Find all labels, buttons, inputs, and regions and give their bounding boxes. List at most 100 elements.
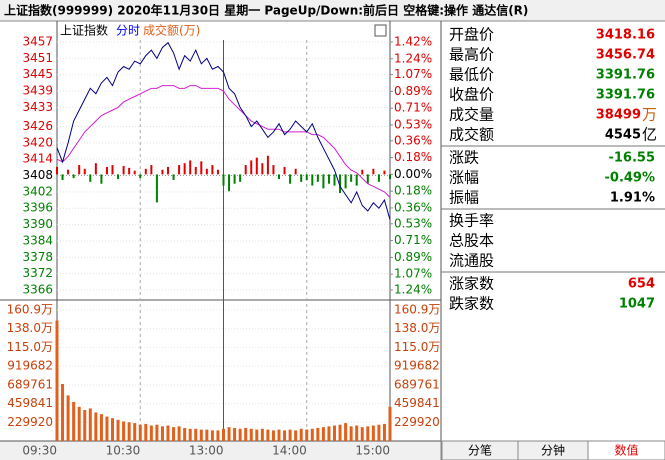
- quote-label: 成交量: [449, 106, 494, 124]
- y-tick-label: 3378: [22, 250, 53, 264]
- volume-bar: [116, 419, 120, 441]
- x-tick-label: 14:00: [272, 444, 307, 458]
- quote-label: 收盘价: [449, 86, 494, 104]
- breadth-bar: [228, 174, 231, 192]
- breadth-bar: [272, 165, 275, 175]
- breadth-bar: [183, 163, 186, 175]
- volume-bar: [288, 429, 292, 441]
- y-tick-label: 919682: [7, 359, 53, 373]
- volume-bar: [55, 320, 59, 441]
- volume-bar: [344, 423, 348, 441]
- y2-tick-label: 0.71%: [394, 101, 432, 115]
- y2-tick-label: 160.9万: [394, 303, 440, 317]
- volume-bar: [122, 421, 126, 441]
- chart-title: 上证指数: [60, 23, 108, 38]
- tab-label[interactable]: 数值: [614, 443, 638, 458]
- breadth-bar: [133, 170, 136, 175]
- breadth-bar: [111, 165, 114, 175]
- volume-bar: [216, 430, 220, 441]
- breadth-bar: [366, 174, 369, 184]
- breadth-bar: [344, 174, 347, 189]
- y2-tick-label: 0.53%: [394, 117, 432, 131]
- breadth-bar: [316, 174, 319, 182]
- breadth-bar: [205, 168, 208, 175]
- breadth-bar: [150, 165, 153, 175]
- y-tick-label: 3408: [22, 168, 53, 182]
- breadth-bar: [333, 174, 336, 186]
- volume-bar: [133, 423, 137, 441]
- volume-bar: [271, 430, 275, 441]
- y2-tick-label: 0.18%: [394, 184, 432, 198]
- volume-bar: [371, 425, 375, 441]
- breadth-bar: [117, 174, 120, 180]
- y2-tick-label: 0.53%: [394, 216, 432, 230]
- breadth-bar: [139, 174, 142, 179]
- quote-label: 最高价: [449, 46, 494, 64]
- quote-label: 涨跌: [449, 149, 479, 167]
- breadth-bar: [239, 174, 242, 182]
- breadth-bar: [361, 169, 364, 175]
- breadth-bar: [194, 166, 197, 175]
- breadth-bar: [311, 174, 314, 186]
- breadth-bar: [56, 166, 58, 175]
- breadth-bar: [305, 174, 308, 180]
- tab-label[interactable]: 分笔: [468, 443, 492, 458]
- breadth-bar: [339, 174, 342, 194]
- quote-value: 3418.16: [596, 28, 655, 43]
- quote-value: 38499: [596, 108, 641, 123]
- quote-label: 换手率: [449, 212, 494, 230]
- volume-bar: [222, 428, 225, 441]
- y2-tick-label: 1.42%: [394, 35, 432, 49]
- volume-bar: [111, 418, 114, 441]
- quote-label: 最低价: [449, 66, 494, 84]
- quote-value: 3391.76: [596, 88, 655, 103]
- tab[interactable]: [587, 440, 665, 460]
- y2-tick-label: 138.0万: [394, 321, 440, 335]
- breadth-bar: [222, 174, 225, 186]
- y-tick-label: 3457: [22, 35, 53, 49]
- quote-label: 涨幅: [449, 169, 479, 187]
- volume-bar: [266, 429, 270, 441]
- volume-bar: [388, 406, 392, 441]
- breadth-bar: [189, 160, 192, 175]
- chart-subtitle: 分时: [116, 24, 140, 38]
- breadth-bar: [67, 169, 70, 175]
- volume-bar: [333, 425, 336, 441]
- tab-label[interactable]: 分钟: [541, 443, 565, 458]
- y2-tick-label: 229920: [394, 415, 440, 429]
- quote-label: 总股本: [449, 232, 494, 250]
- breadth-bar: [211, 165, 214, 175]
- y2-tick-label: 0.71%: [394, 233, 432, 247]
- volume-bar: [183, 427, 187, 441]
- y-tick-label: 3420: [22, 135, 53, 149]
- y2-tick-label: 1.24%: [394, 283, 432, 297]
- y-tick-label: 138.0万: [7, 321, 53, 335]
- volume-bar: [227, 427, 231, 441]
- volume-bar: [238, 428, 242, 441]
- y2-tick-label: 0.00%: [394, 167, 432, 181]
- volume-bar: [310, 428, 314, 441]
- y-tick-label: 3426: [22, 119, 53, 133]
- y2-tick-label: 1.24%: [394, 51, 432, 65]
- breadth-bar: [78, 165, 81, 175]
- volume-bar: [244, 427, 248, 441]
- breadth-bar: [128, 167, 131, 175]
- x-tick-label: 13:00: [189, 444, 224, 458]
- quote-value: 654: [628, 277, 655, 292]
- volume-bar: [233, 427, 237, 441]
- panel-icon[interactable]: [374, 24, 387, 37]
- breadth-bar: [294, 168, 297, 175]
- volume-bar: [127, 422, 131, 441]
- volume-bar: [61, 384, 65, 441]
- breadth-bar: [289, 174, 292, 184]
- quote-value: -0.49%: [605, 171, 656, 186]
- quote-value: 1.91%: [610, 191, 655, 206]
- breadth-bar: [105, 166, 108, 175]
- quote-label: 成交额: [449, 126, 494, 144]
- y-tick-label: 160.9万: [7, 303, 53, 317]
- quote-value: 1047: [619, 297, 655, 312]
- y2-tick-label: 115.0万: [394, 340, 440, 354]
- y2-tick-label: 0.89%: [394, 250, 432, 264]
- breadth-bar: [244, 165, 247, 175]
